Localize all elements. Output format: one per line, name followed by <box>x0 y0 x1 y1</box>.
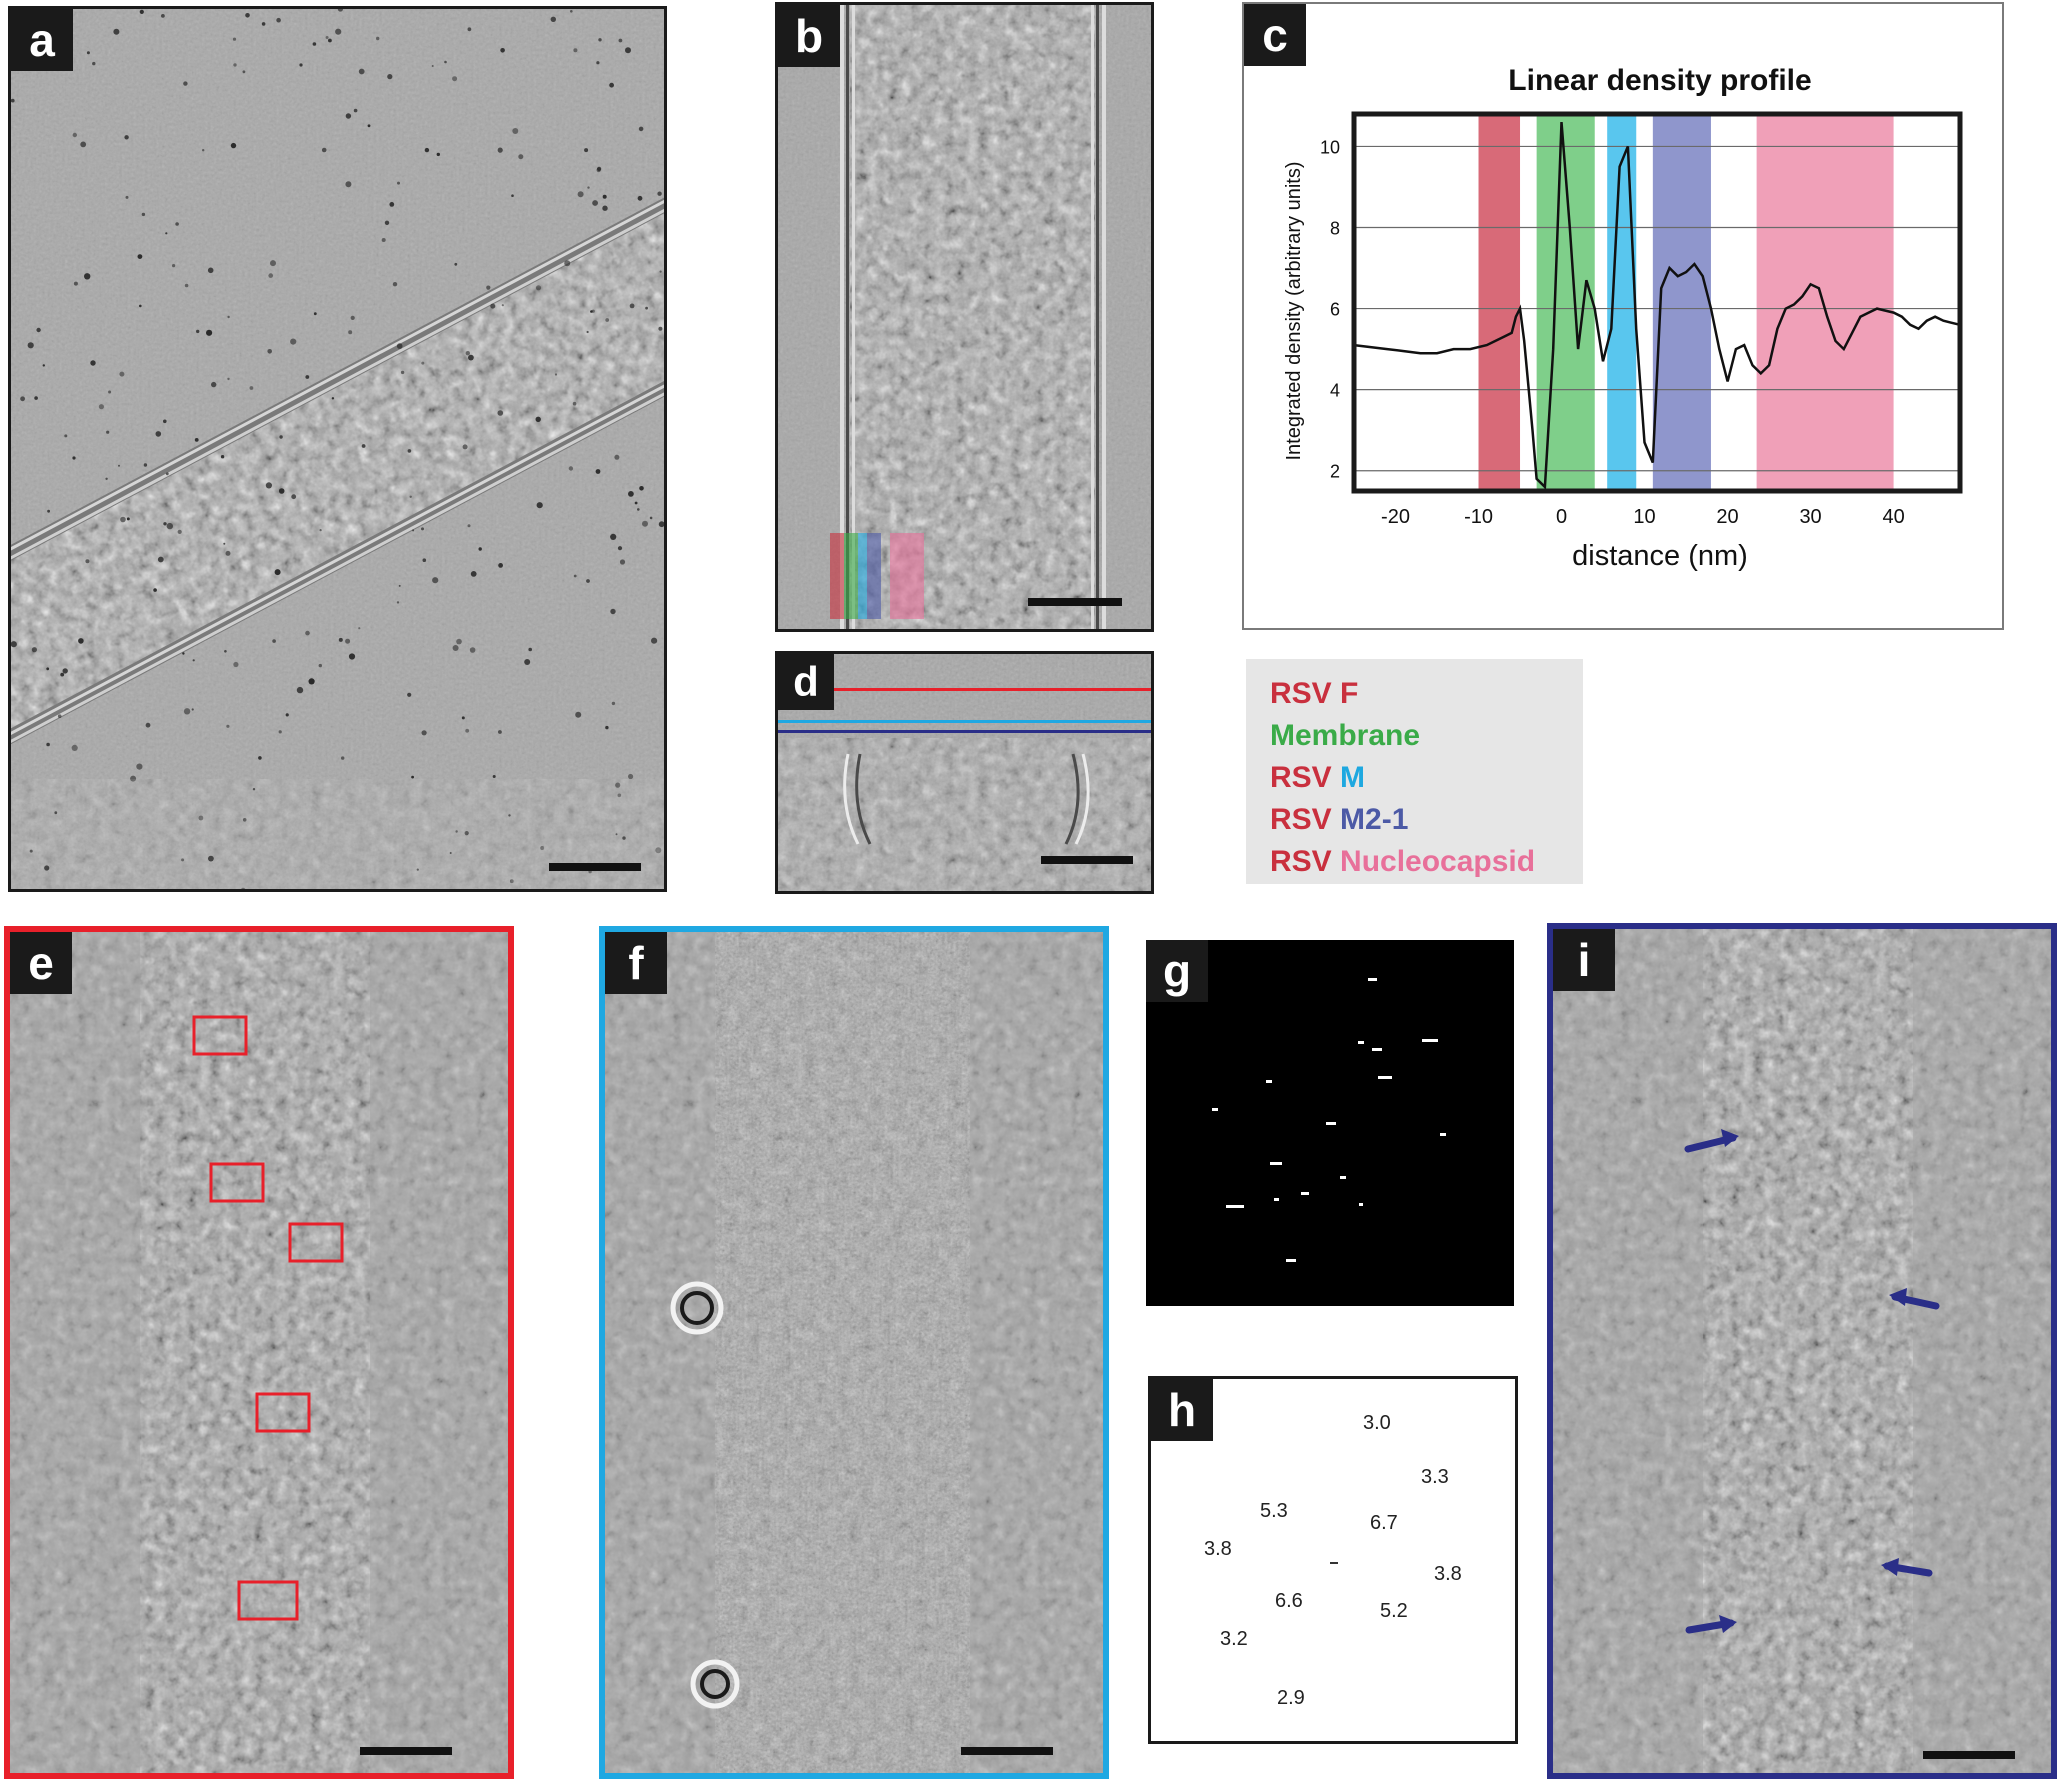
virion-slice-image <box>778 5 1151 629</box>
x-tick-label: 30 <box>1799 506 1821 528</box>
panel-c: -20 -10 0 10 20 30 40 2 4 6 8 10 Linear density pr… <box>1242 2 2004 630</box>
tomogram-overview-image <box>11 9 664 889</box>
legend-entry: RSV M <box>1270 757 1583 799</box>
scale-bar-e <box>360 1747 452 1755</box>
density-series-line <box>1353 122 1961 490</box>
legend-entry: RSV M2-1 <box>1270 799 1583 841</box>
band-rsv-f <box>1478 114 1521 491</box>
legend-entry-prefix: RSV <box>1270 677 1341 710</box>
cross-section-image <box>778 654 1151 891</box>
fft-value-label: 3.3 <box>1421 1466 1449 1488</box>
panel-label-h: h <box>1151 1379 1213 1441</box>
panel-label-g: g <box>1146 940 1208 1002</box>
x-tick-label: 40 <box>1882 506 1904 528</box>
fft-power-spectrum-image <box>1212 978 1446 1262</box>
panel-f: f <box>599 926 1109 1779</box>
panel-label-i: i <box>1553 929 1615 991</box>
legend-entry-prefix: RSV <box>1270 803 1341 836</box>
panel-e: e <box>4 926 514 1779</box>
panel-label-a: a <box>11 9 73 71</box>
linear-density-profile-chart: -20 -10 0 10 20 30 40 2 4 6 8 10 Linear density pr… <box>1283 64 1963 572</box>
y-tick-label: 4 <box>1330 381 1340 401</box>
panel-g: g <box>1146 940 1514 1306</box>
legend-entry-label: F <box>1340 677 1359 710</box>
fft-value-label: 3.0 <box>1363 1412 1391 1434</box>
y-tick-label: 6 <box>1330 300 1340 320</box>
scale-bar-i <box>1923 1751 2015 1759</box>
m-layer-slice-image <box>605 932 1103 1773</box>
scale-bar-b <box>1028 598 1122 606</box>
legend-entry-prefix: RSV <box>1270 761 1341 794</box>
y-tick-label: 8 <box>1330 219 1340 239</box>
fft-center-mark <box>1330 1562 1338 1564</box>
x-tick-label: 0 <box>1556 506 1567 528</box>
scale-bar-d <box>1041 856 1133 864</box>
y-axis-label: Integrated density (arbitrary units) <box>1283 161 1305 460</box>
x-axis-label: distance (nm) <box>1572 540 1748 572</box>
band-rsv-m2-1 <box>1652 114 1711 491</box>
m2-1-layer-slice-image <box>1553 929 2051 1773</box>
legend-entry: RSV Nucleocapsid <box>1270 841 1583 883</box>
fft-value-label: 3.8 <box>1204 1538 1232 1560</box>
panel-b: b <box>775 2 1154 632</box>
scale-bar-f <box>961 1747 1053 1755</box>
chart-title: Linear density profile <box>1508 64 1811 97</box>
legend-entry-label: Nucleocapsid <box>1340 845 1536 878</box>
fft-value-label: 3.8 <box>1434 1563 1462 1585</box>
panel-label-e: e <box>10 932 72 994</box>
legend-entry-label: M <box>1340 761 1366 794</box>
panel-i: i <box>1547 923 2057 1779</box>
legend-entry-prefix: RSV <box>1270 845 1341 878</box>
band-rsv-nucleocapsid <box>1756 114 1894 491</box>
f-layer-slice-image <box>10 932 508 1773</box>
legend-entry: RSV F <box>1270 673 1583 715</box>
panel-label-b: b <box>778 5 840 67</box>
x-tick-label: -10 <box>1464 506 1493 528</box>
fft-value-label: 6.6 <box>1275 1590 1303 1612</box>
panel-label-c: c <box>1244 4 1306 66</box>
panel-d: d <box>775 651 1154 894</box>
panel-label-d: d <box>778 654 834 710</box>
fft-value-label: 5.3 <box>1260 1500 1288 1522</box>
x-tick-label: 20 <box>1716 506 1738 528</box>
legend-entry-label: Membrane <box>1270 719 1421 752</box>
panel-a: a <box>8 6 667 892</box>
legend-entry-label: M2-1 <box>1340 803 1409 836</box>
panel-h: h 3.0 3.3 5.3 6.7 3.8 3.8 6.6 5.2 3.2 2.… <box>1148 1376 1518 1744</box>
y-tick-label: 10 <box>1320 137 1340 157</box>
legend-entry: Membrane <box>1270 715 1583 757</box>
y-tick-label: 2 <box>1330 462 1340 482</box>
fft-value-label: 6.7 <box>1370 1512 1398 1534</box>
panel-label-f: f <box>605 932 667 994</box>
x-tick-label: 10 <box>1633 506 1655 528</box>
scale-bar-a <box>549 863 641 871</box>
fft-value-label: 5.2 <box>1380 1600 1408 1622</box>
x-tick-label: -20 <box>1381 506 1410 528</box>
fft-value-label: 3.2 <box>1220 1628 1248 1650</box>
color-legend: RSV F Membrane RSV M RSV M2-1 RSV Nucleocaps… <box>1246 659 1583 884</box>
fft-value-label: 2.9 <box>1277 1687 1305 1709</box>
